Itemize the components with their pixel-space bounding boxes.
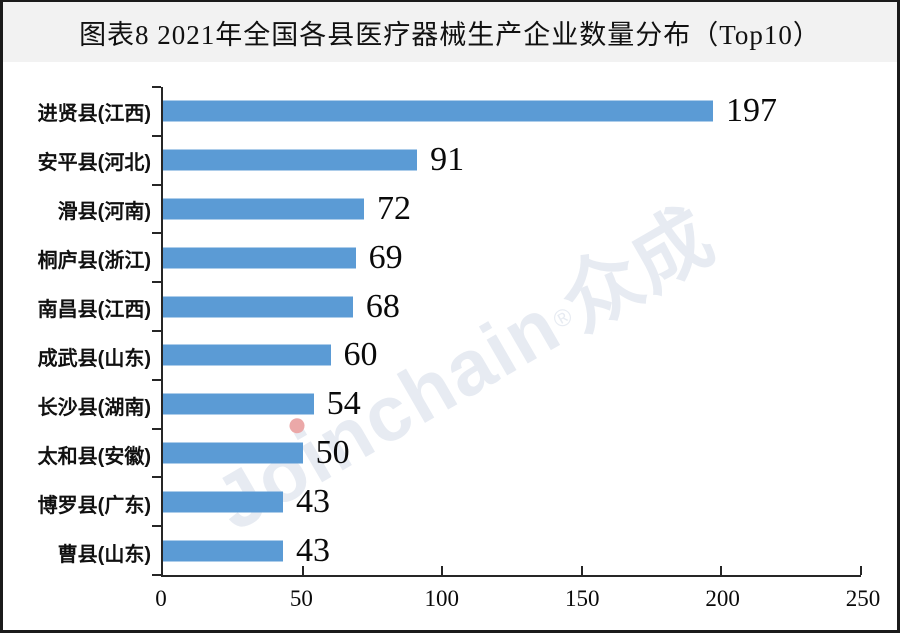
- y-axis-tick: [152, 574, 161, 576]
- y-axis-tick: [152, 476, 161, 479]
- x-axis-tick-label: 200: [705, 586, 740, 611]
- y-axis-tick: [152, 232, 161, 235]
- value-label: 60: [343, 336, 378, 374]
- category-label: 太和县(安徽): [37, 446, 151, 468]
- bar-row: 43: [163, 477, 861, 526]
- x-axis-tick: [860, 566, 862, 575]
- bar-row: 69: [163, 233, 861, 282]
- bar-row: 197: [163, 87, 861, 136]
- x-axis-tick: [720, 566, 723, 575]
- value-label: 91: [430, 141, 465, 179]
- category-label: 滑县(河南): [57, 201, 151, 223]
- bar-row: 91: [163, 136, 861, 185]
- x-axis-tick-label: 150: [564, 586, 600, 611]
- bar: [163, 198, 365, 220]
- value-axis: 0 50 100 150 200 250: [155, 584, 880, 620]
- bar: [163, 540, 284, 562]
- x-axis-tick-label: 100: [424, 586, 460, 611]
- value-label: 68: [365, 287, 400, 325]
- plot-area: 197 91 72 69 68 60 54 50 43 43: [152, 86, 862, 577]
- bar: [163, 100, 714, 122]
- category-label: 博罗县(广东): [37, 495, 151, 517]
- category-label: 桐庐县(浙江): [37, 250, 151, 272]
- x-axis-tick-label: 50: [289, 586, 313, 611]
- category-label: 进贤县(江西): [37, 103, 151, 125]
- title-bar: 图表8 2021年全国各县医疗器械生产企业数量分布（Top10）: [3, 2, 897, 62]
- x-axis-tick-label: 250: [845, 586, 881, 611]
- value-label: 50: [315, 433, 350, 471]
- y-axis-tick: [152, 86, 161, 88]
- chart-title: 图表8 2021年全国各县医疗器械生产企业数量分布（Top10）: [79, 19, 821, 50]
- bar: [163, 149, 418, 171]
- bar: [163, 344, 331, 366]
- y-axis-tick: [152, 183, 161, 186]
- category-label: 安平县(河北): [37, 152, 151, 174]
- category-label: 曹县(山东): [57, 544, 151, 566]
- y-axis-tick: [152, 281, 161, 284]
- bar-row: 54: [163, 380, 861, 429]
- category-axis: 进贤县(江西) 安平县(河北) 滑县(河南) 桐庐县(浙江) 南昌县(江西) 成武县(山东…: [7, 87, 151, 577]
- x-axis-tick-label: 0: [155, 586, 167, 611]
- category-label: 成武县(山东): [37, 348, 151, 370]
- y-axis-tick: [152, 134, 161, 137]
- x-axis-tick: [580, 566, 583, 575]
- bar: [163, 393, 314, 415]
- value-label: 197: [726, 92, 778, 130]
- bar: [163, 247, 356, 269]
- bar: [163, 491, 284, 513]
- x-axis-tick: [441, 566, 444, 575]
- category-label: 南昌县(江西): [37, 299, 151, 321]
- bar-row: 68: [163, 282, 861, 331]
- y-axis-tick: [152, 525, 161, 528]
- bar-row: 43: [163, 526, 861, 575]
- bar: [163, 296, 353, 318]
- value-label: 43: [296, 531, 331, 569]
- value-label: 43: [296, 482, 331, 520]
- bar: [163, 442, 303, 464]
- category-label: 长沙县(湖南): [37, 397, 151, 419]
- value-label: 69: [368, 238, 403, 276]
- bar-row: 72: [163, 185, 861, 234]
- y-axis-tick: [152, 427, 161, 430]
- x-axis-tick: [301, 566, 304, 575]
- value-label: 54: [326, 385, 361, 423]
- bar-row: 50: [163, 429, 861, 478]
- y-axis-tick: [152, 330, 161, 332]
- y-axis-tick: [152, 378, 161, 381]
- value-label: 72: [377, 189, 412, 227]
- bar-row: 60: [163, 331, 861, 380]
